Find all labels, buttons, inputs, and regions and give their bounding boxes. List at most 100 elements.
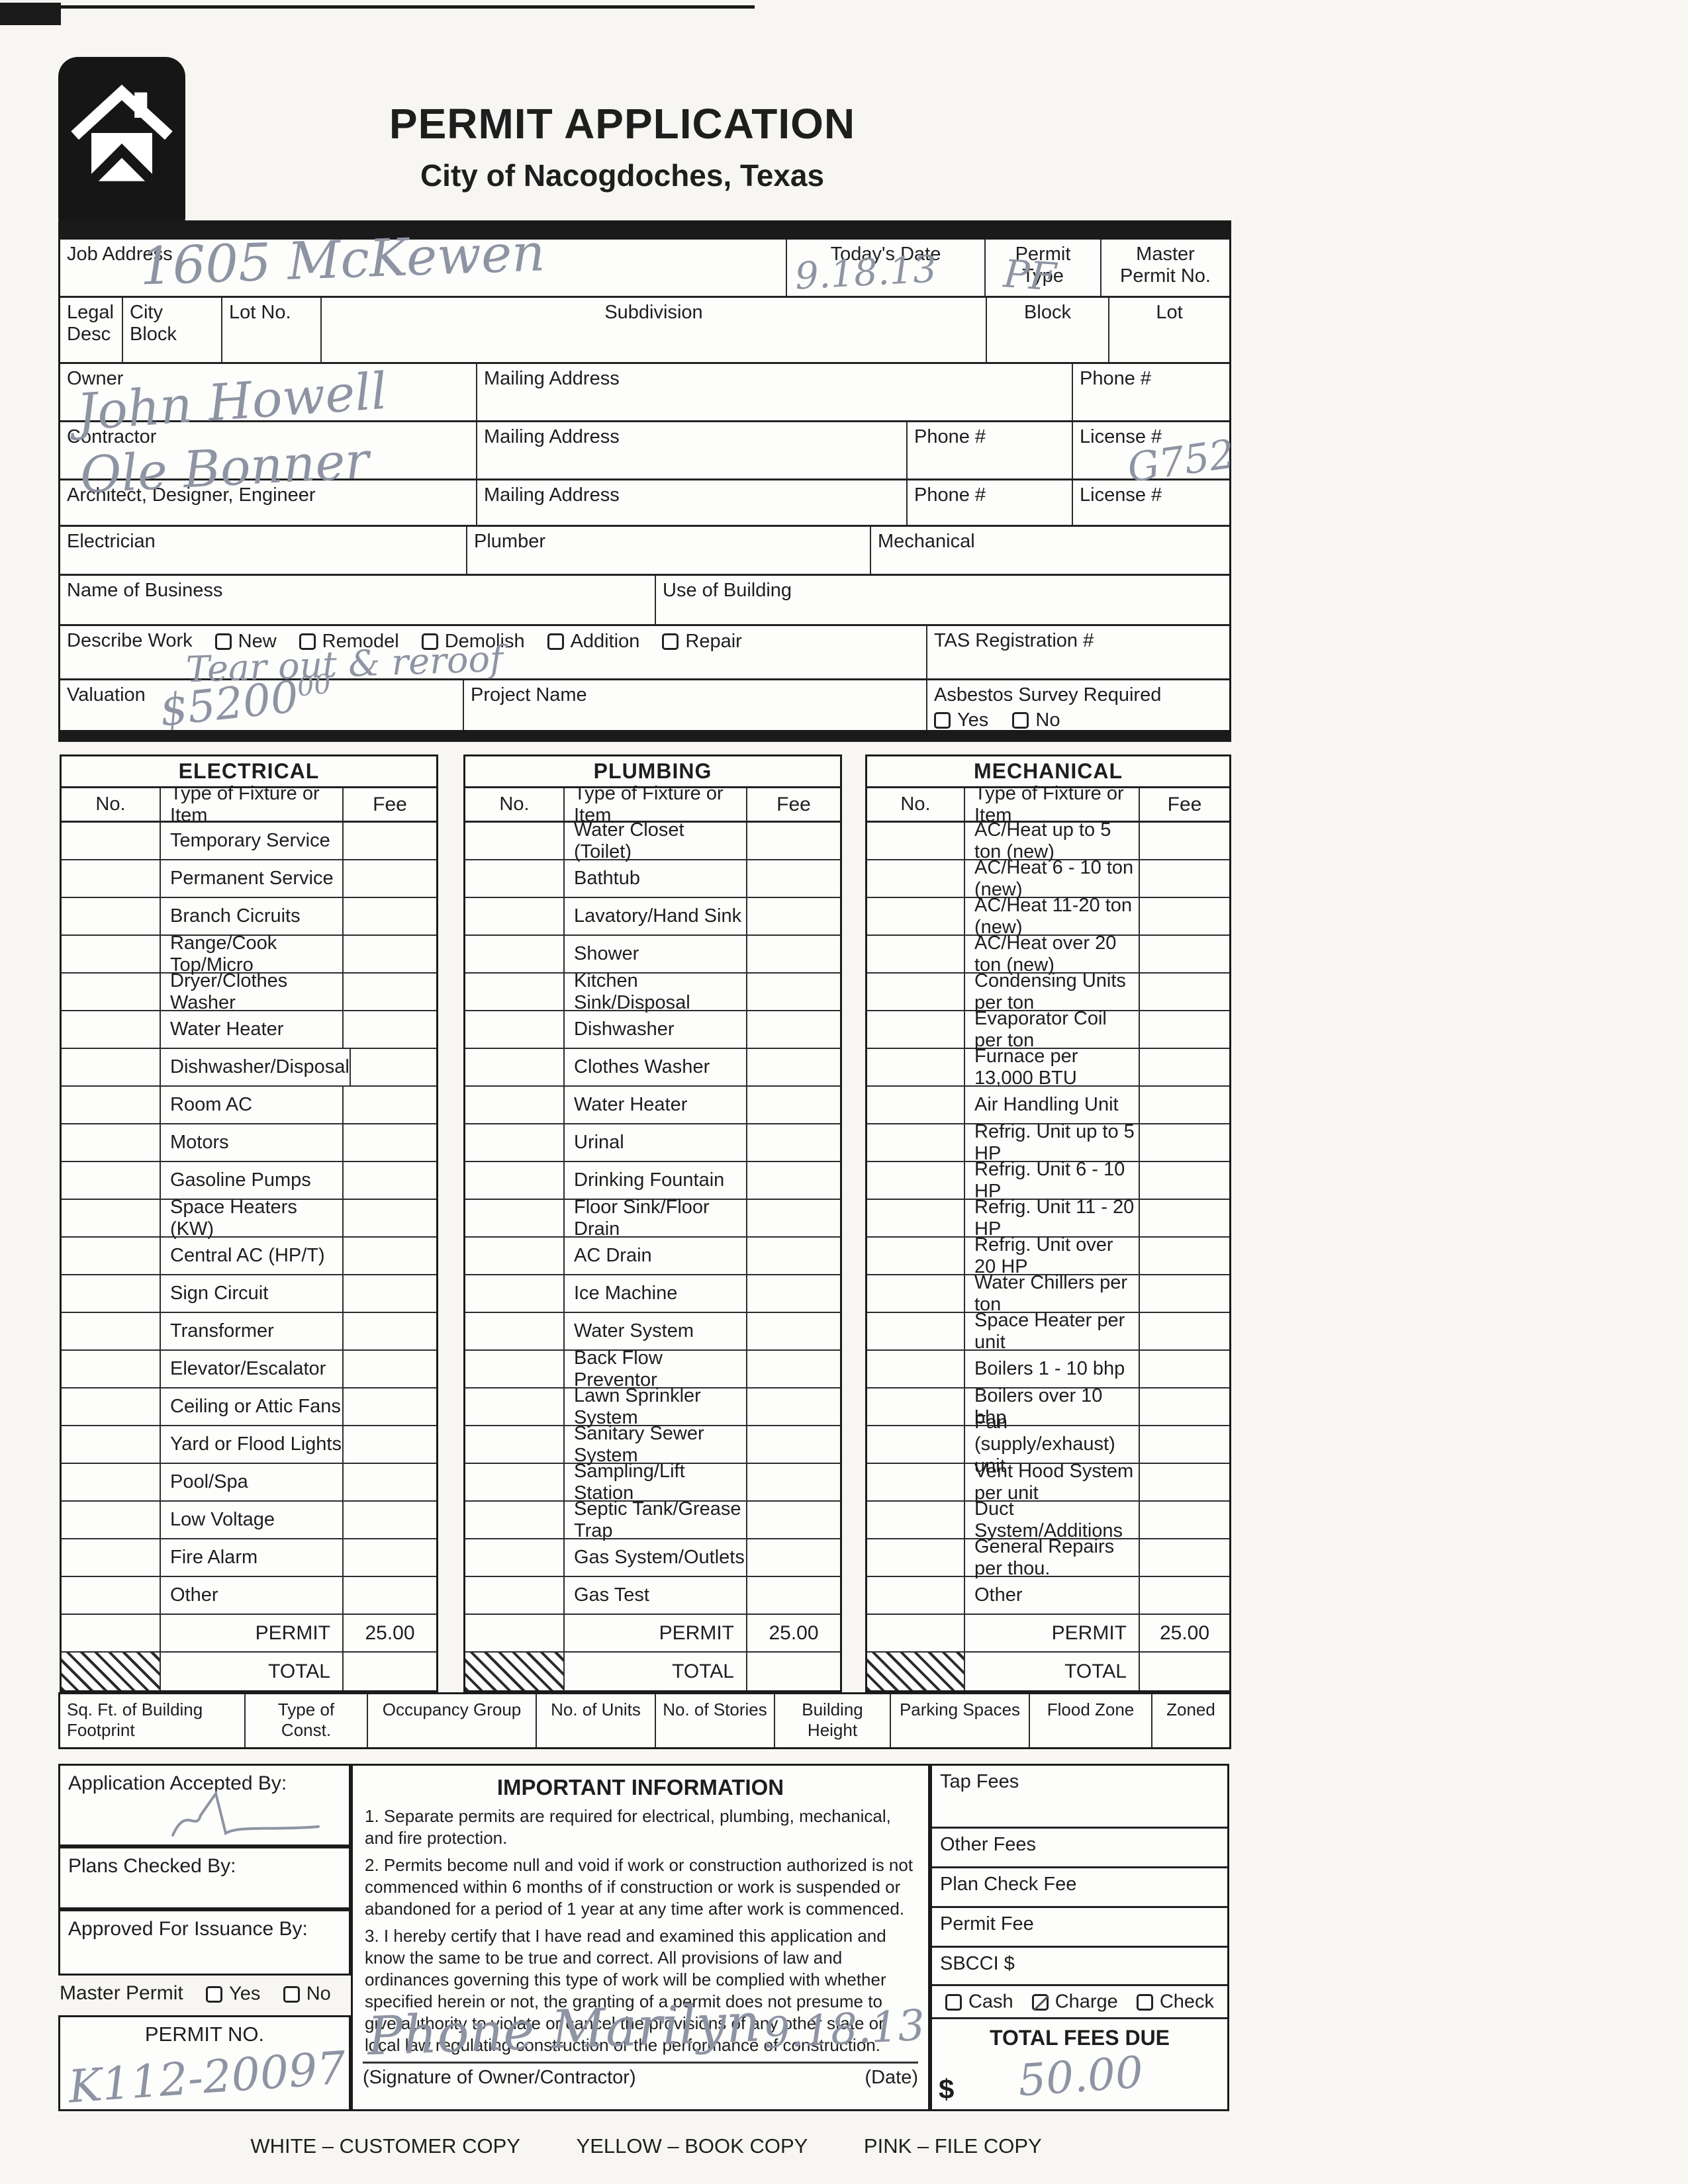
fee-amount-cell [747, 1313, 840, 1349]
fee-item-row: Gasoline Pumps [62, 1162, 436, 1200]
fee-no-cell [465, 1011, 565, 1048]
fee-amount-cell [1140, 1049, 1229, 1085]
fee-item-label: Air Handling Unit [965, 1087, 1140, 1123]
fee-amount-cell [1140, 823, 1229, 859]
fee-item-row: Back Flow Preventor [465, 1347, 840, 1390]
fee-amount-cell [344, 1577, 436, 1614]
fee-amount-cell [1140, 974, 1229, 1010]
fee-amount-cell [344, 1388, 436, 1425]
fee-no-cell [867, 1087, 965, 1123]
lot-label: Lot [1156, 302, 1183, 323]
fee-item-row: Refrig. Unit up to 5 HP [867, 1121, 1229, 1164]
plumbing-permit-row: PERMIT 25.00 [465, 1615, 840, 1653]
fee-item-row: Motors [62, 1124, 436, 1162]
fee-amount-cell [1140, 1577, 1229, 1614]
fee-no-cell [465, 1577, 565, 1614]
fee-amount-cell [747, 1275, 840, 1312]
fee-no-cell [867, 1388, 965, 1425]
fee-no-cell [867, 1313, 965, 1349]
checkbox-icon [945, 1993, 962, 2011]
fee-amount-cell [344, 1238, 436, 1274]
fee-item-row: Dryer/Clothes Washer [62, 970, 436, 1013]
project-name-cell: Project Name [464, 680, 927, 730]
plumbing-total-row: TOTAL [465, 1653, 840, 1690]
approved-label: Approved For Issuance By: [68, 1918, 308, 1940]
fee-amount-cell [344, 1502, 436, 1538]
fee-no-cell [465, 823, 565, 859]
date-caption: (Date) [865, 2067, 918, 2088]
col-header-no: No. [62, 788, 161, 821]
fee-no-cell [465, 1615, 565, 1651]
architect-cell: Architect, Designer, Engineer [60, 480, 477, 525]
fee-amount-cell [747, 1464, 840, 1500]
fee-amount-cell [1140, 936, 1229, 972]
total-fees-due-label: TOTAL FEES DUE [989, 2026, 1170, 2050]
col-header-type: Type of Fixture or Item [161, 783, 344, 826]
scan-artifact-blob [0, 3, 61, 25]
valuation-cell: Valuation [60, 680, 464, 730]
fee-no-cell [465, 1351, 565, 1387]
fee-no-cell [62, 1539, 161, 1576]
fee-item-row: Furnace per 13,000 BTU [867, 1046, 1229, 1089]
fee-no-cell [867, 936, 965, 972]
fee-no-cell [867, 1351, 965, 1387]
header-divider-bar [58, 220, 1231, 238]
describe-work-cell: Describe Work New Remodel Demolish Addit… [60, 626, 927, 678]
fee-item-row: Urinal [465, 1124, 840, 1162]
use-of-building-label: Use of Building [663, 580, 792, 601]
parking-spaces-label: Parking Spaces [891, 1694, 1030, 1747]
application-header-form: Job Address Today's Date Permit Type Mas… [58, 223, 1238, 736]
mechanical-label: Mechanical [878, 531, 975, 552]
electrical-table-title: ELECTRICAL [62, 756, 436, 788]
fee-no-cell [62, 936, 161, 972]
hatched-cell [867, 1653, 965, 1690]
fee-no-cell [62, 1464, 161, 1500]
payment-cash: Cash [945, 1990, 1013, 2013]
fee-no-cell [867, 1162, 965, 1199]
fee-item-label: Other [965, 1577, 1140, 1614]
fee-no-cell [867, 1200, 965, 1236]
lot-cell: Lot [1109, 298, 1229, 362]
checkbox-icon [1136, 1993, 1153, 2011]
contractor-phone-cell: Phone # [908, 422, 1073, 478]
describe-option-demolish: Demolish [421, 630, 525, 653]
plumbing-table-title: PLUMBING [465, 756, 840, 788]
fee-no-cell [465, 1124, 565, 1161]
fee-item-row: Central AC (HP/T) [62, 1238, 436, 1275]
fee-amount-cell [747, 1011, 840, 1048]
white-copy-label: WHITE – CUSTOMER COPY [250, 2134, 520, 2158]
fee-item-label: AC/Heat 6 - 10 ton (new) [965, 857, 1140, 900]
fee-amount-cell [344, 1539, 436, 1576]
pink-copy-label: PINK – FILE COPY [863, 2134, 1042, 2158]
permit-type-cell: Permit Type [986, 240, 1102, 296]
electrical-permit-row: PERMIT 25.00 [62, 1615, 436, 1653]
mailing-address-label: Mailing Address [484, 426, 620, 447]
checkbox-icon [662, 633, 679, 650]
fee-no-cell [867, 823, 965, 859]
fee-no-cell [465, 860, 565, 897]
fee-item-label: Shower [565, 936, 747, 972]
building-info-row: Sq. Ft. of Building Footprint Type of Co… [58, 1692, 1231, 1749]
section-divider-bar [58, 730, 1231, 742]
fee-no-cell [465, 1200, 565, 1236]
architect-phone-cell: Phone # [908, 480, 1073, 525]
fee-item-row: Boilers over 10 bhp [867, 1385, 1229, 1428]
fee-item-label: Ceiling or Attic Fans [161, 1388, 344, 1425]
fee-no-cell [867, 1539, 965, 1576]
fee-amount-cell [747, 1426, 840, 1463]
fee-item-label: Fire Alarm [161, 1539, 344, 1576]
fee-amount-cell [344, 860, 436, 897]
fee-item-row: Space Heater per unit [867, 1310, 1229, 1353]
subdivision-label: Subdivision [604, 302, 703, 323]
fee-amount-cell [747, 1539, 840, 1576]
checkbox-icon [547, 633, 564, 650]
fee-item-row: Fan (supply/exhaust) unit [867, 1412, 1229, 1477]
col-header-no: No. [465, 788, 565, 821]
fee-item-label: Ice Machine [565, 1275, 747, 1312]
fee-item-label: Elevator/Escalator [161, 1351, 344, 1387]
fee-amount-cell [1140, 898, 1229, 934]
fee-item-row: Boilers 1 - 10 bhp [867, 1351, 1229, 1388]
fee-item-row: Temporary Service [62, 823, 436, 860]
checkbox-icon [214, 633, 232, 650]
fee-item-row: Lawn Sprinkler System [465, 1385, 840, 1428]
